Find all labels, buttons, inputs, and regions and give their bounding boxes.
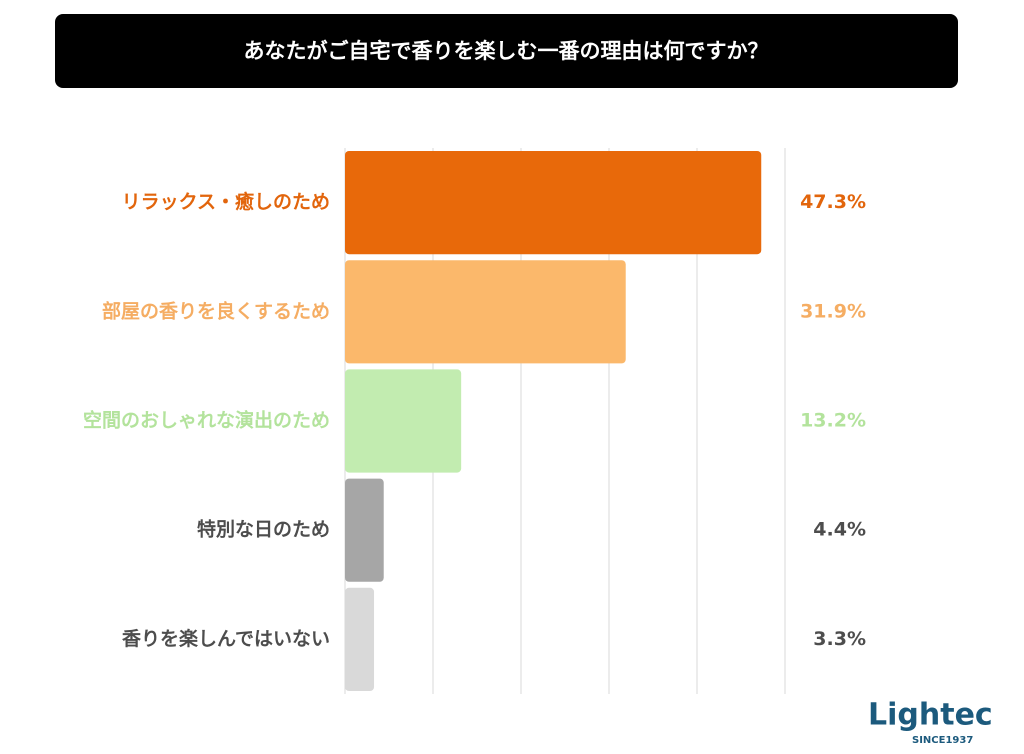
value-label: 13.2%	[800, 410, 866, 432]
category-label: 空間のおしゃれな演出のため	[83, 409, 330, 432]
bar	[345, 587, 375, 691]
logo-name: Lightec	[868, 698, 993, 733]
bar	[345, 151, 762, 255]
bar	[345, 478, 384, 582]
category-label: 特別な日のため	[197, 519, 330, 541]
chart-title: あなたがご自宅で香りを楽しむ一番の理由は何ですか？	[244, 39, 769, 63]
value-label: 3.3%	[813, 628, 866, 650]
bar	[345, 260, 626, 364]
value-label: 4.4%	[813, 519, 866, 541]
value-label: 47.3%	[800, 191, 866, 213]
bar	[345, 369, 462, 473]
value-label: 31.9%	[800, 300, 866, 322]
logo-tagline: SINCE1937	[912, 735, 973, 746]
category-label: 部屋の香りを良くするため	[102, 299, 330, 322]
title-box	[55, 14, 958, 88]
category-label: 香りを楽しんではいない	[121, 627, 330, 650]
category-label: リラックス・癒しのため	[122, 190, 330, 213]
